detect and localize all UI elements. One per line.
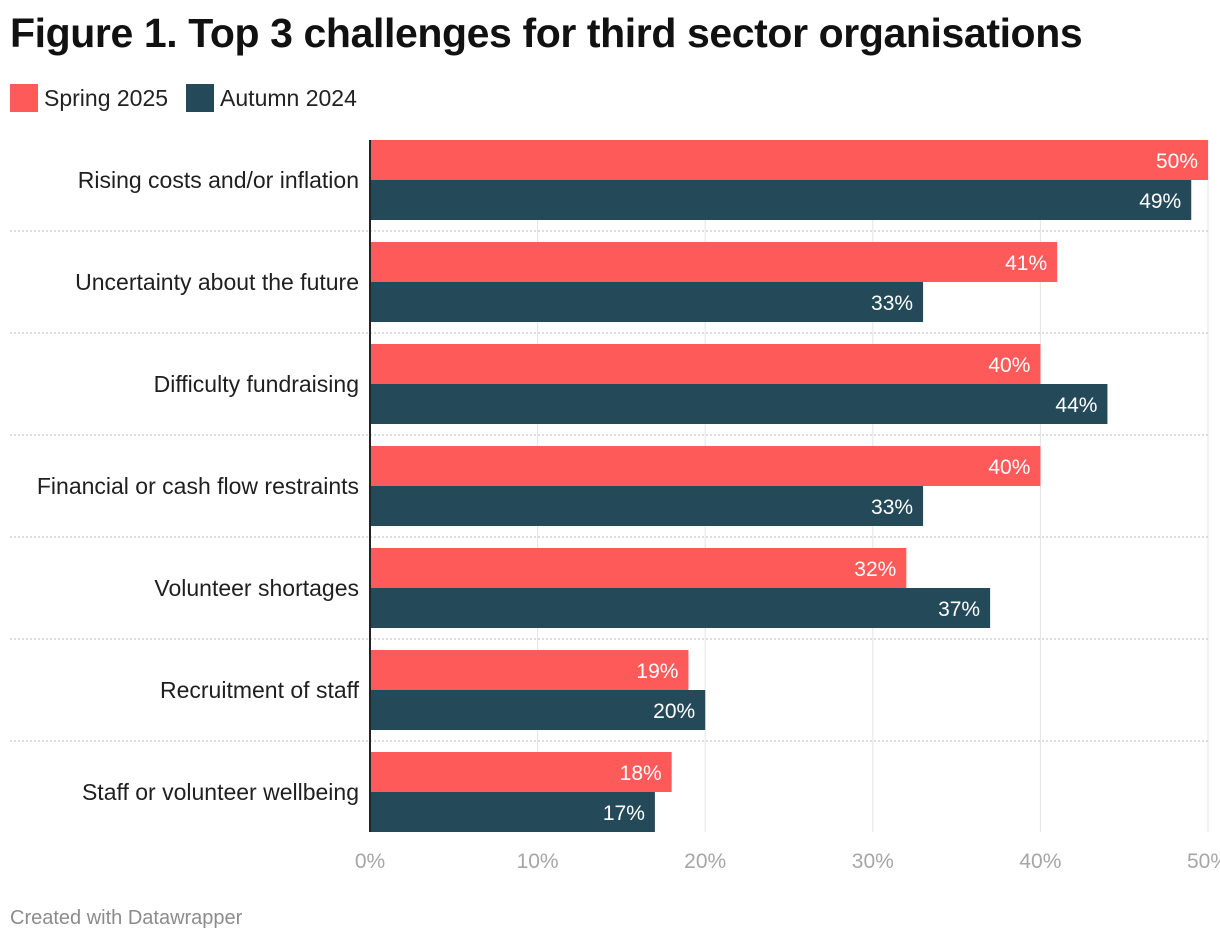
x-tick-label: 40% xyxy=(1019,850,1061,873)
data-label: 40% xyxy=(988,456,1030,479)
category-label-volunteer-shortages: Volunteer shortages xyxy=(154,575,359,601)
legend-item-autumn-2024: Autumn 2024 xyxy=(186,84,357,112)
data-label: 49% xyxy=(1139,190,1181,213)
chart-title: Figure 1. Top 3 challenges for third sec… xyxy=(10,10,1083,56)
bar-autumn-2024-staff-or-volunteer-wellbeing xyxy=(370,792,655,832)
data-label: 37% xyxy=(938,598,980,621)
legend: Spring 2025 Autumn 2024 xyxy=(10,84,375,112)
legend-label-autumn-2024: Autumn 2024 xyxy=(220,84,357,111)
bar-spring-2025-volunteer-shortages xyxy=(370,548,907,588)
bar-spring-2025-rising-costs-and-or-inflation xyxy=(370,140,1208,180)
bar-spring-2025-financial-or-cash-flow-restraints xyxy=(370,446,1041,486)
bar-spring-2025-difficulty-fundraising xyxy=(370,344,1041,384)
legend-item-spring-2025: Spring 2025 xyxy=(10,84,168,112)
x-tick-label: 20% xyxy=(684,850,726,873)
x-tick-label: 30% xyxy=(852,850,894,873)
bar-autumn-2024-uncertainty-about-the-future xyxy=(370,282,924,322)
legend-label-spring-2025: Spring 2025 xyxy=(44,84,169,111)
category-label-rising-costs-and-or-inflation: Rising costs and/or inflation xyxy=(78,167,359,193)
bar-spring-2025-staff-or-volunteer-wellbeing xyxy=(370,752,672,792)
x-tick-label: 50% xyxy=(1187,850,1220,873)
data-label: 44% xyxy=(1055,394,1097,417)
bar-autumn-2024-financial-or-cash-flow-restraints xyxy=(370,486,924,526)
category-label-recruitment-of-staff: Recruitment of staff xyxy=(160,677,360,703)
bar-autumn-2024-recruitment-of-staff xyxy=(370,690,706,730)
bar-autumn-2024-difficulty-fundraising xyxy=(370,384,1108,424)
data-label: 20% xyxy=(653,700,695,723)
x-tick-label: 0% xyxy=(355,850,385,873)
category-label-financial-or-cash-flow-restraints: Financial or cash flow restraints xyxy=(37,473,359,499)
data-label: 19% xyxy=(636,660,678,683)
bar-autumn-2024-volunteer-shortages xyxy=(370,588,991,628)
category-label-staff-or-volunteer-wellbeing: Staff or volunteer wellbeing xyxy=(82,779,359,805)
legend-swatch-autumn-2024 xyxy=(186,84,215,112)
bar-spring-2025-uncertainty-about-the-future xyxy=(370,242,1058,282)
data-label: 18% xyxy=(620,762,662,785)
data-label: 17% xyxy=(603,802,645,825)
data-label: 41% xyxy=(1005,252,1047,275)
legend-swatch-spring-2025 xyxy=(10,84,38,112)
data-label: 33% xyxy=(871,292,913,315)
category-label-uncertainty-about-the-future: Uncertainty about the future xyxy=(75,269,359,295)
data-label: 50% xyxy=(1156,150,1198,173)
category-label-difficulty-fundraising: Difficulty fundraising xyxy=(154,371,359,397)
data-label: 33% xyxy=(871,496,913,519)
footer-credit: Created with Datawrapper xyxy=(10,907,243,929)
data-label: 40% xyxy=(988,354,1030,377)
x-tick-label: 10% xyxy=(517,850,559,873)
bar-spring-2025-recruitment-of-staff xyxy=(370,650,689,690)
bar-autumn-2024-rising-costs-and-or-inflation xyxy=(370,180,1192,220)
data-label: 32% xyxy=(854,558,896,581)
